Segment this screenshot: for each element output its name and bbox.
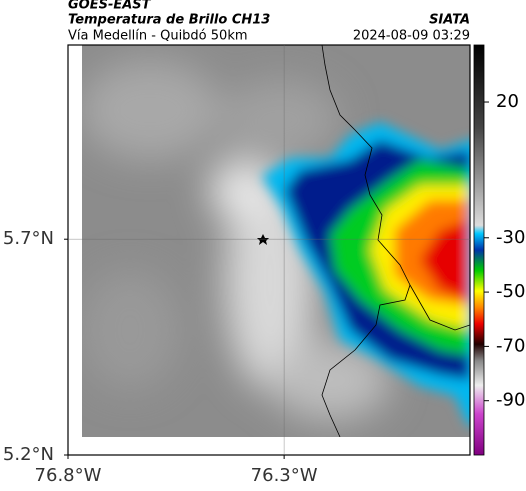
colorbar xyxy=(473,44,485,456)
x-tick-label: 76.8°W xyxy=(35,465,102,486)
y-tick-label: 5.7°N xyxy=(3,228,54,249)
subtitle: Vía Medellín - Quibdó 50km xyxy=(68,29,248,44)
timestamp: 2024-08-09 03:29 xyxy=(353,29,470,44)
credit: SIATA xyxy=(429,13,470,28)
colorbar-tick-label: -50 xyxy=(496,281,525,302)
imagery xyxy=(82,45,470,437)
colorbar-tick-label: 20 xyxy=(496,91,519,112)
x-tick-label: 76.3°W xyxy=(251,465,318,486)
map-frame xyxy=(67,44,471,456)
y-tick-label: 5.2°N xyxy=(3,444,54,465)
colorbar-tick-label: -70 xyxy=(496,335,525,356)
colorbar-tick-label: -30 xyxy=(496,227,525,248)
title: Temperatura de Brillo CH13 xyxy=(68,13,270,28)
colorbar-tick-label: -90 xyxy=(496,390,525,411)
source: GOES-EAST xyxy=(68,0,152,13)
